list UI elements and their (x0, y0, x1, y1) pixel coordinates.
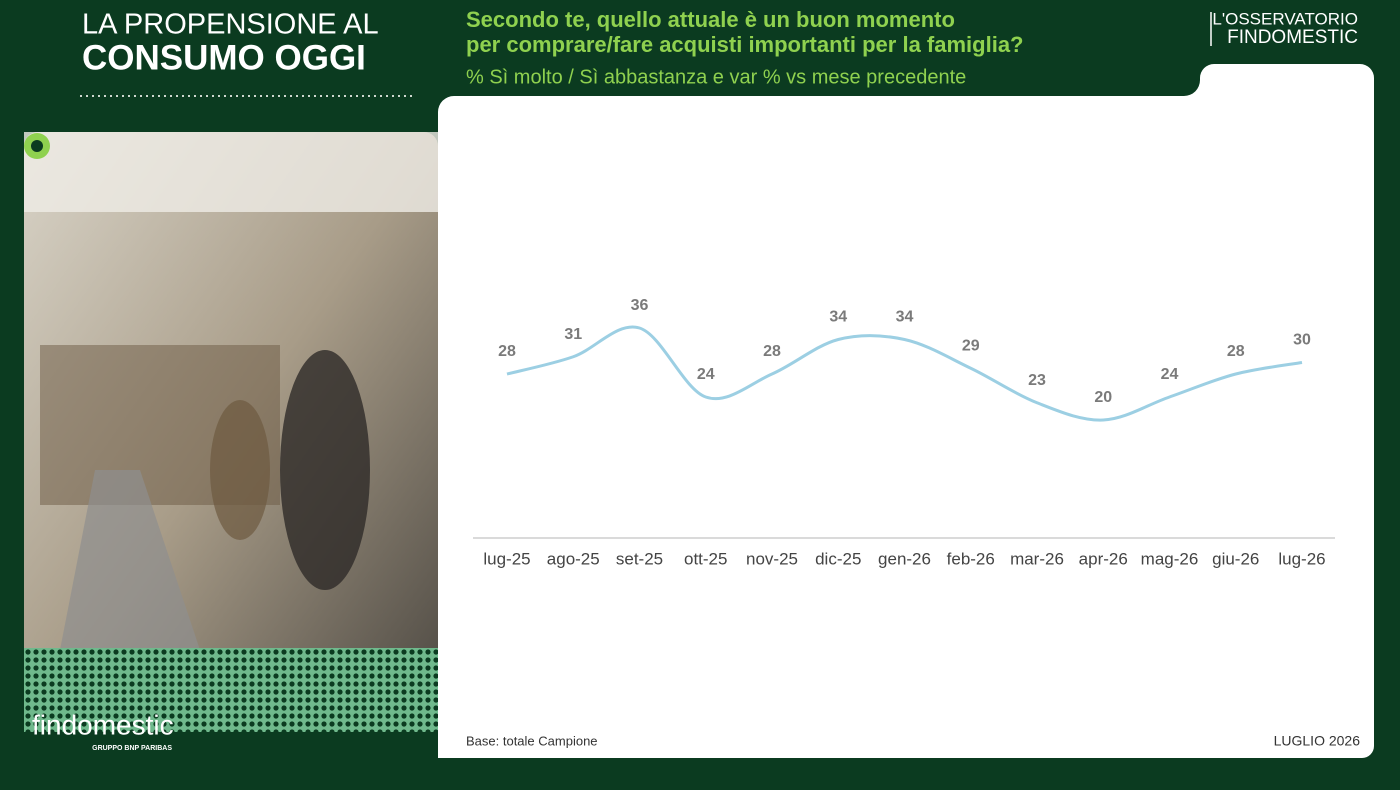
data-label: 29 (962, 337, 980, 354)
data-label: 28 (1227, 343, 1245, 360)
question: Secondo te, quello attuale è un buon mom… (466, 7, 955, 32)
x-tick-label: giu-26 (1212, 549, 1259, 568)
x-tick-label: feb-26 (947, 549, 995, 568)
x-tick-label: lug-26 (1278, 549, 1325, 568)
x-tick-label: set-25 (616, 549, 663, 568)
brand: L'OSSERVATORIO (1212, 9, 1358, 28)
data-label: 20 (1094, 389, 1112, 406)
data-label: 34 (896, 309, 914, 326)
question: per comprare/fare acquisti importanti pe… (466, 32, 1024, 57)
x-tick-label: gen-26 (878, 549, 931, 568)
base-note: Base: totale Campione (466, 733, 598, 748)
line (506, 325, 1303, 422)
data-label: 36 (631, 297, 649, 314)
data-label: 28 (498, 343, 516, 360)
logo: findomestic (32, 709, 174, 740)
logo-sub: GRUPPO BNP PARIBAS (92, 745, 172, 752)
data-label: 24 (697, 366, 715, 383)
x-tick-label: lug-25 (483, 549, 530, 568)
title: CONSUMO OGGI (82, 38, 366, 77)
data-label: 28 (763, 343, 781, 360)
chart-panel (438, 64, 1374, 758)
data-label: 30 (1293, 332, 1311, 349)
data-label: 31 (564, 326, 582, 343)
x-tick-label: ott-25 (684, 549, 727, 568)
subtitle: % Sì molto / Sì abbastanza e var % vs me… (466, 66, 966, 88)
photo (24, 132, 438, 732)
data-label: 24 (1161, 366, 1179, 383)
data-label: 34 (829, 309, 847, 326)
x-tick-label: apr-26 (1079, 549, 1128, 568)
x-tick-label: dic-25 (815, 549, 861, 568)
x-tick-label: mag-26 (1141, 549, 1199, 568)
brand: FINDOMESTIC (1227, 27, 1358, 48)
date: LUGLIO 2026 (1274, 733, 1361, 749)
title: LA PROPENSIONE AL (82, 9, 379, 41)
x-tick-label: mar-26 (1010, 549, 1064, 568)
x-tick-label: ago-25 (547, 549, 600, 568)
data-label: 23 (1028, 372, 1046, 389)
x-tick-label: nov-25 (746, 549, 798, 568)
